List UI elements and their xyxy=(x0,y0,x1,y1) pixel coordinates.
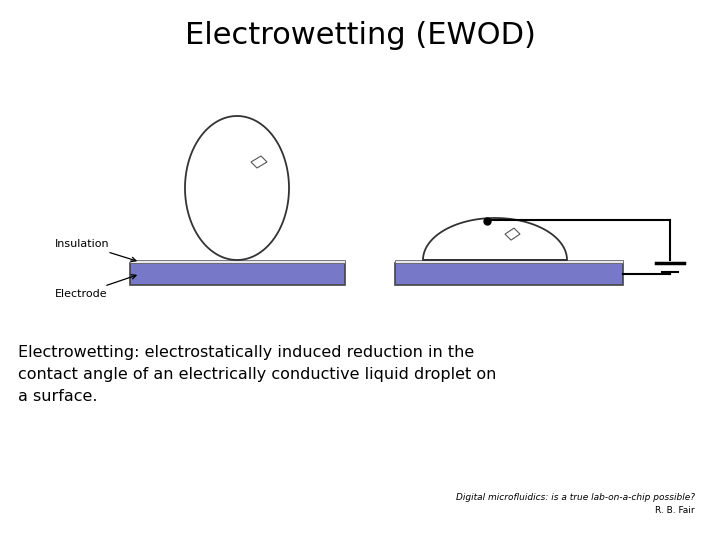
Bar xyxy=(130,263,345,285)
Text: Electrowetting: electrostatically induced reduction in the
contact angle of an e: Electrowetting: electrostatically induce… xyxy=(18,345,496,404)
Text: Digital microfluidics: is a true lab-on-a-chip possible?: Digital microfluidics: is a true lab-on-… xyxy=(456,493,695,502)
Text: Electrode: Electrode xyxy=(55,275,136,299)
Polygon shape xyxy=(251,156,267,168)
Polygon shape xyxy=(185,116,289,260)
Text: Insulation: Insulation xyxy=(55,239,136,261)
Text: Electrowetting (EWOD): Electrowetting (EWOD) xyxy=(184,21,536,50)
Bar xyxy=(130,260,345,263)
Polygon shape xyxy=(423,218,567,260)
Bar xyxy=(395,260,623,263)
Text: R. B. Fair: R. B. Fair xyxy=(655,506,695,515)
Bar xyxy=(395,263,623,285)
Polygon shape xyxy=(505,228,520,240)
